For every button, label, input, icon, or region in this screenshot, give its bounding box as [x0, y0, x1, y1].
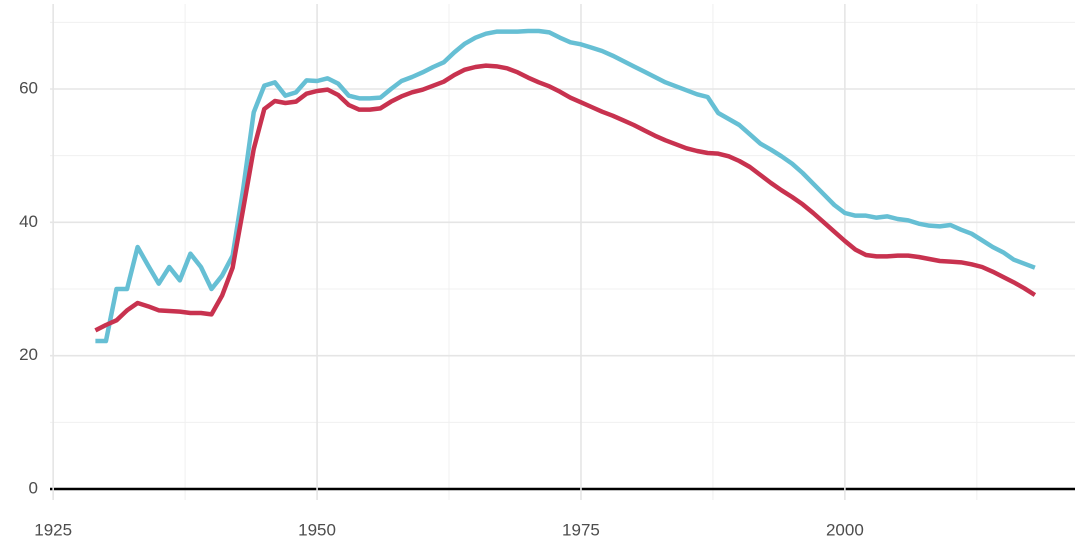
y-tick-label: 0 — [29, 478, 38, 497]
x-tick-label: 2000 — [826, 520, 864, 539]
y-tick-label: 20 — [19, 345, 38, 364]
y-tick-label: 40 — [19, 212, 38, 231]
x-tick-label: 1925 — [34, 520, 72, 539]
x-tick-label: 1975 — [562, 520, 600, 539]
line — [94, 63, 1037, 333]
line — [95, 28, 1036, 344]
x-tick-label: 1950 — [298, 520, 336, 539]
y-tick-label: 60 — [19, 78, 38, 97]
